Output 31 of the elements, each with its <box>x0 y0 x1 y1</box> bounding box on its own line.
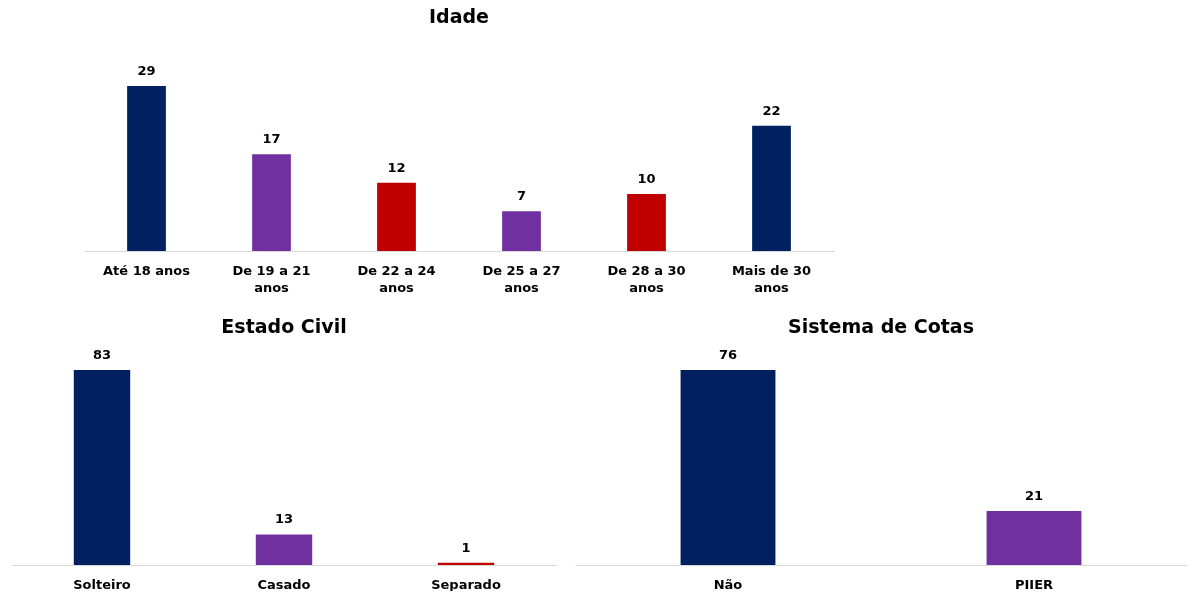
bar <box>127 86 166 251</box>
x-tick-label: PIIER <box>1014 576 1054 592</box>
data-label: 76 <box>718 347 738 362</box>
bar <box>502 211 541 251</box>
x-tick-label: De 25 a 27 anos <box>482 262 561 295</box>
chart-title: Estado Civil <box>221 315 347 337</box>
data-label: 13 <box>274 511 294 527</box>
data-label: 21 <box>1024 488 1044 504</box>
data-label: 83 <box>92 347 112 362</box>
x-tick-label: De 19 a 21 anos <box>232 262 311 295</box>
bar <box>627 194 666 251</box>
x-tick-label: Solteiro <box>73 576 131 592</box>
data-label: 22 <box>762 102 781 118</box>
chart-title: Sistema de Cotas <box>787 315 975 337</box>
x-tick-label: Até 18 anos <box>103 262 191 278</box>
data-label: 12 <box>387 159 406 175</box>
chart-title: Idade <box>429 5 489 27</box>
x-tick-label: Separado <box>431 576 501 592</box>
x-tick-label: Casado <box>257 576 311 592</box>
data-label: 7 <box>516 188 527 204</box>
data-label: 1 <box>461 539 471 555</box>
x-tick-label: De 22 a 24 anos <box>357 262 436 295</box>
data-label: 17 <box>262 131 281 147</box>
x-tick-label: Não <box>713 576 743 592</box>
data-label: 10 <box>637 171 656 187</box>
bar <box>252 154 291 251</box>
x-tick-label: De 28 a 30 anos <box>607 262 686 295</box>
data-label: 29 <box>137 63 156 78</box>
bar <box>752 125 791 251</box>
x-tick-label: Mais de 30 anos <box>731 262 812 295</box>
bar <box>377 182 416 251</box>
